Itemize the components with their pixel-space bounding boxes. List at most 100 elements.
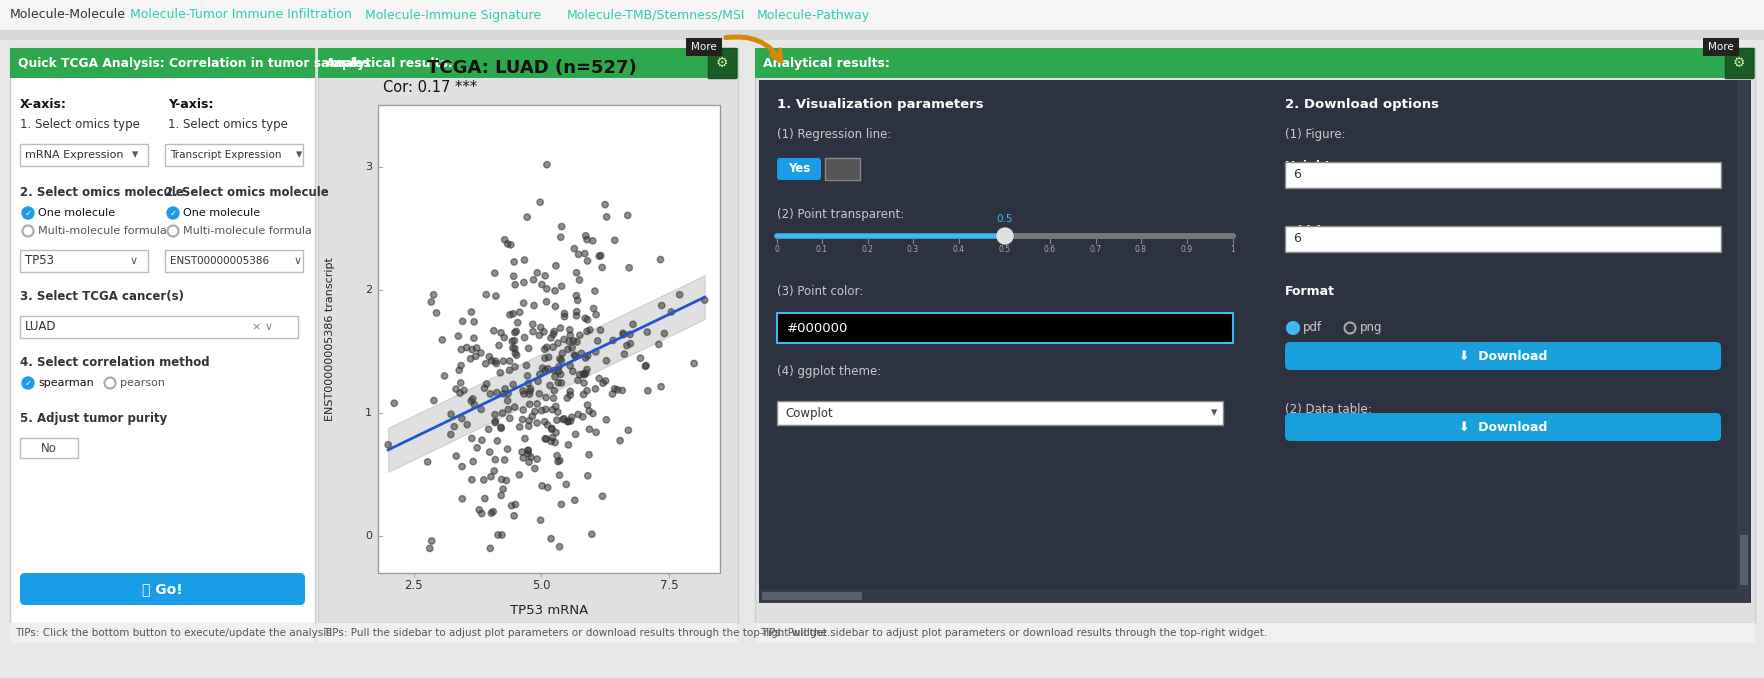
Circle shape [478,437,485,443]
Circle shape [557,380,564,386]
Circle shape [423,459,430,465]
Circle shape [492,293,499,299]
Circle shape [469,458,476,464]
Circle shape [478,511,485,517]
Circle shape [505,397,510,404]
Circle shape [469,396,476,402]
Circle shape [586,407,593,414]
Circle shape [494,438,501,444]
Circle shape [482,361,489,367]
Text: ENST00000005386 transcript: ENST00000005386 transcript [325,257,335,421]
Circle shape [499,410,505,416]
Circle shape [584,258,591,264]
Text: Transcript Expression: Transcript Expression [169,150,280,160]
Circle shape [547,335,554,341]
Circle shape [534,401,540,407]
Circle shape [543,344,550,351]
Circle shape [457,390,462,397]
Bar [164,250,303,272]
Circle shape [492,418,497,424]
Circle shape [520,257,527,263]
Circle shape [626,264,632,271]
Text: 0.5: 0.5 [997,214,1013,224]
Text: (3) Point color:: (3) Point color: [776,285,863,298]
Circle shape [589,410,596,417]
Circle shape [542,435,549,442]
Circle shape [534,456,540,462]
Circle shape [536,332,542,338]
Circle shape [506,358,513,364]
Circle shape [497,425,505,431]
Bar [755,48,1753,623]
Circle shape [531,408,538,415]
Bar [377,105,720,573]
Circle shape [557,501,564,508]
Circle shape [545,484,550,491]
Bar [318,48,737,78]
Circle shape [623,342,630,348]
Text: TIPs: Pull the sidebar to adjust plot parameters or download results through the: TIPs: Pull the sidebar to adjust plot pa… [323,628,829,638]
Circle shape [564,418,572,425]
Text: 0.6: 0.6 [1043,245,1055,254]
Circle shape [459,318,466,325]
Text: Molecule-Molecule: Molecule-Molecule [11,9,125,22]
Circle shape [584,388,589,394]
Circle shape [483,381,490,387]
Text: LUAD: LUAD [25,321,56,334]
Circle shape [1286,322,1298,334]
Text: #000000: #000000 [787,321,848,334]
Circle shape [485,426,492,433]
Circle shape [559,350,564,357]
Bar [0,0,1764,30]
Circle shape [494,389,499,396]
Text: Molecule-Pathway: Molecule-Pathway [757,9,870,22]
Text: 0.2: 0.2 [861,245,873,254]
Text: Quick TCGA Analysis: Correlation in tumor samples: Quick TCGA Analysis: Correlation in tumo… [18,56,370,70]
Text: mRNA Expression: mRNA Expression [25,150,123,160]
Circle shape [550,387,557,394]
Circle shape [543,161,550,168]
Bar [759,80,1750,603]
Circle shape [700,297,707,303]
Text: pdf: pdf [1302,321,1321,334]
Text: 0: 0 [774,245,780,254]
Bar [1736,80,1750,589]
Circle shape [487,473,494,480]
Circle shape [545,365,550,372]
Text: 5. Adjust tumor purity: 5. Adjust tumor purity [19,412,168,425]
Circle shape [644,388,651,394]
Circle shape [497,330,505,336]
Circle shape [510,513,517,519]
Circle shape [512,330,519,336]
Circle shape [626,340,633,347]
Circle shape [512,281,519,288]
Circle shape [453,386,459,393]
Circle shape [520,407,526,414]
Circle shape [550,395,556,401]
Circle shape [536,199,543,205]
Circle shape [448,411,453,418]
Circle shape [596,253,602,260]
Circle shape [492,420,497,426]
Circle shape [457,380,464,386]
Circle shape [441,373,448,379]
Circle shape [21,207,34,219]
Circle shape [557,325,563,332]
FancyBboxPatch shape [1284,413,1720,441]
Circle shape [542,406,549,413]
Circle shape [471,335,476,342]
Circle shape [520,279,527,285]
Text: png: png [1360,321,1381,334]
Circle shape [626,332,633,338]
Circle shape [526,388,533,395]
Circle shape [457,362,464,369]
Circle shape [580,371,586,377]
Circle shape [582,250,587,257]
Circle shape [505,391,512,397]
Bar [762,592,861,600]
Circle shape [455,333,460,339]
Bar [707,48,736,78]
Circle shape [557,223,564,230]
Circle shape [556,458,563,464]
Circle shape [487,545,494,552]
